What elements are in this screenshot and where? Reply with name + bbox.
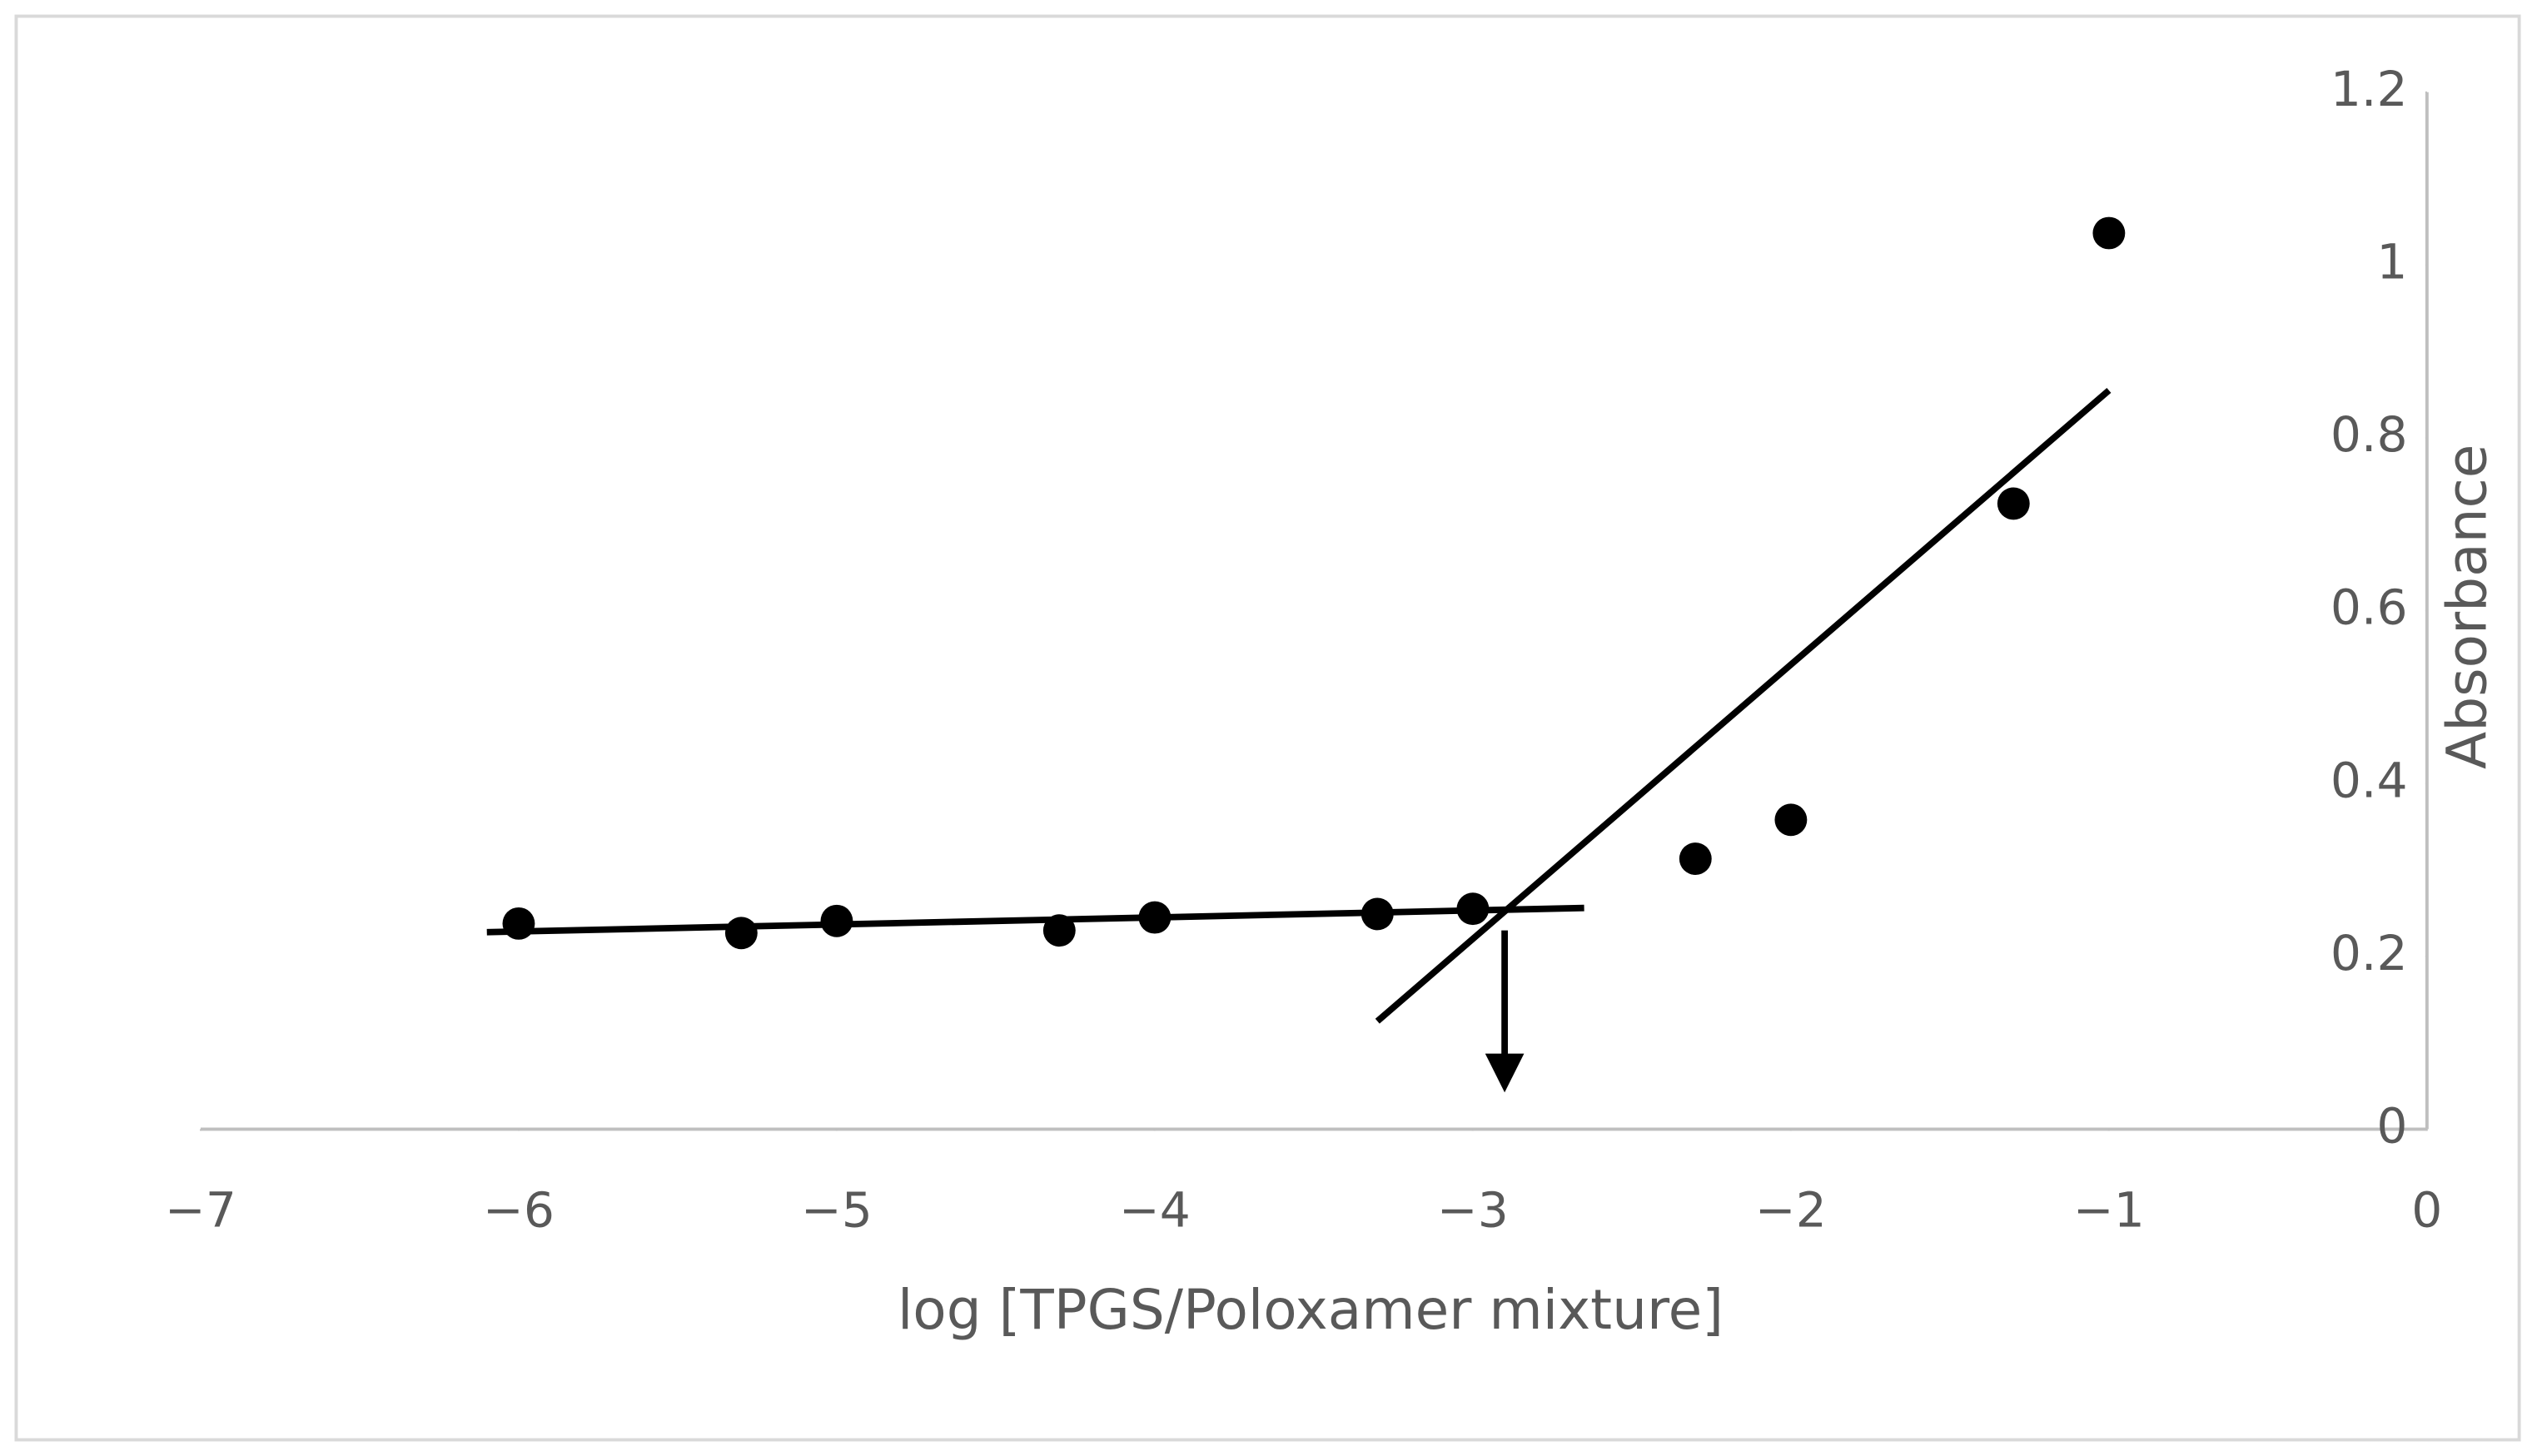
- data-point: [1774, 803, 1808, 837]
- data-point: [820, 904, 853, 937]
- trendline: [486, 904, 1584, 936]
- data-point: [2092, 216, 2126, 250]
- data-point: [724, 917, 758, 950]
- x-tick-label: −6: [483, 1182, 555, 1239]
- y-tick-label: 0.2: [2331, 925, 2408, 981]
- x-tick-label: −7: [165, 1182, 236, 1239]
- y-tick-label: 0.6: [2331, 579, 2408, 636]
- data-point: [502, 907, 535, 940]
- y-axis-title: Absorbance: [2435, 445, 2499, 769]
- data-point: [1361, 897, 1394, 931]
- data-point: [1456, 892, 1490, 926]
- data-point: [1138, 901, 1171, 934]
- trendline: [1375, 387, 2112, 1024]
- y-tick-label: 0.8: [2331, 406, 2408, 463]
- data-point: [1679, 842, 1712, 875]
- y-tick-label: 0.4: [2331, 752, 2408, 808]
- x-tick-label: −5: [801, 1182, 873, 1239]
- x-tick-label: −2: [1755, 1182, 1827, 1239]
- x-tick-label: 0: [2411, 1182, 2442, 1239]
- x-axis-title: log [TPGS/Poloxamer mixture]: [898, 1278, 1724, 1342]
- y-tick-label: 1: [2376, 234, 2407, 291]
- chart-frame: [14, 14, 2521, 1442]
- data-point: [1042, 914, 1076, 947]
- x-tick-label: −1: [2073, 1182, 2145, 1239]
- data-point: [1997, 487, 2030, 520]
- y-tick-label: 1.2: [2331, 61, 2408, 117]
- x-tick-label: −4: [1119, 1182, 1191, 1239]
- y-tick-label: 0: [2376, 1098, 2407, 1155]
- x-tick-label: −3: [1437, 1182, 1509, 1239]
